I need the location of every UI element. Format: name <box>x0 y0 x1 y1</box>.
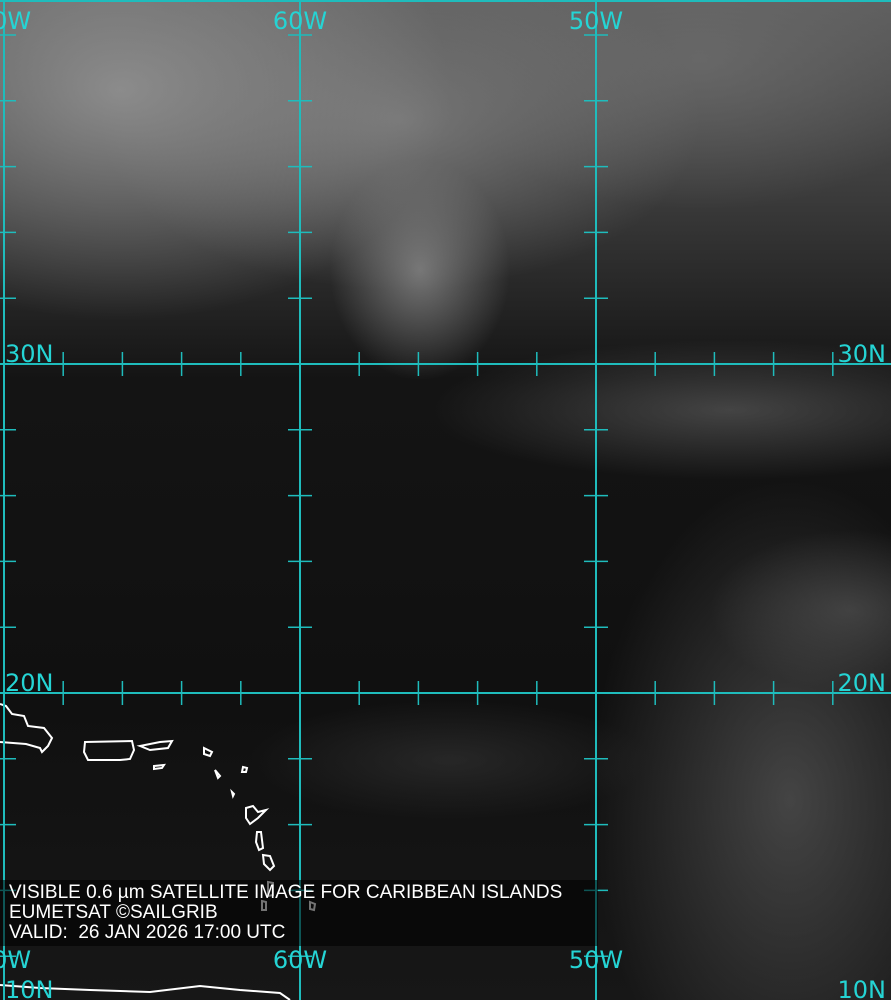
coastline-puerto-rico <box>82 739 136 761</box>
coastline-vieques <box>153 763 167 771</box>
lat-label-left: 20N <box>5 669 54 697</box>
lat-label-right: 30N <box>838 340 887 368</box>
coastline-anguilla <box>203 746 214 758</box>
grid-labels: 70W 60W 50W 70W 60W 50W 30N 30N 20N 20N 10N 10N <box>0 7 886 1000</box>
lon-label-bottom: 60W <box>273 946 327 974</box>
coastline-hispaniola <box>0 703 54 754</box>
caption-title: VISIBLE 0.6 µm SATELLITE IMAGE FOR CARIB… <box>9 882 563 903</box>
lat-label-right: 10N <box>838 976 887 1000</box>
lon-label-bottom: 50W <box>569 946 623 974</box>
lat-label-left: 30N <box>5 340 54 368</box>
coastline-antigua <box>240 765 249 773</box>
image-caption: VISIBLE 0.6 µm SATELLITE IMAGE FOR CARIB… <box>0 880 598 946</box>
coastline-dominica <box>254 831 265 852</box>
lat-label-left: 10N <box>5 976 54 1000</box>
coastline-south-america <box>0 984 291 1000</box>
lon-label-top: 60W <box>273 7 327 35</box>
lon-label-bottom: 70W <box>0 946 31 974</box>
coastline-guadeloupe <box>245 804 270 826</box>
coastline-st-kitts <box>214 769 222 780</box>
coastline-martinique <box>261 853 276 872</box>
coastline-montserrat <box>230 788 236 799</box>
coastlines <box>0 703 317 1000</box>
coastline-virgin-islands <box>136 739 174 752</box>
caption-valid-time: VALID: 26 JAN 2026 17:00 UTC <box>9 922 286 943</box>
lon-label-top: 50W <box>569 7 623 35</box>
lon-label-top: 70W <box>0 7 31 35</box>
lat-label-right: 20N <box>838 669 887 697</box>
caption-source: EUMETSAT ©SAILGRIB <box>9 902 218 923</box>
